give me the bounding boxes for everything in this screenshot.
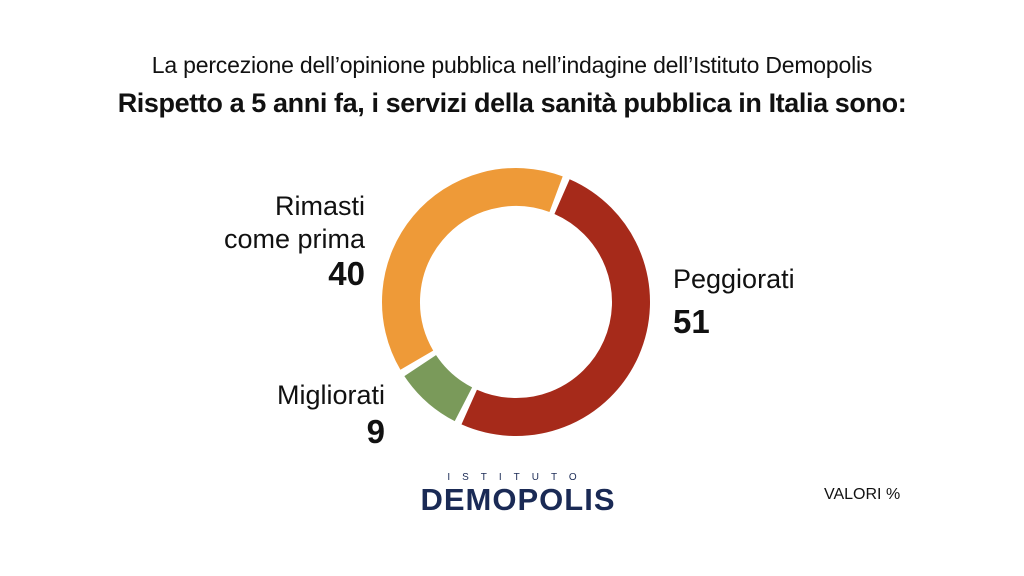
chart-subtitle: La percezione dell’opinione pubblica nel… <box>151 52 873 78</box>
donut-slice-rimasti-come-prima <box>382 168 563 370</box>
chart-title: Rispetto a 5 anni fa, i servizi della sa… <box>117 88 907 118</box>
footnote-values: VALORI % <box>824 486 901 503</box>
label-migliorati: Migliorati <box>276 380 385 410</box>
donut-slice-migliorati <box>404 354 473 422</box>
value-migliorati: 9 <box>366 413 385 450</box>
label-peggiorati: Peggiorati <box>673 264 795 294</box>
logo-top-text: ISTITUTO <box>447 472 589 483</box>
label-rimasti-line1: Rimasti <box>274 191 365 221</box>
label-rimasti-line2: come prima <box>223 224 365 254</box>
demopolis-logo: ISTITUTO DEMOPOLIS <box>398 472 638 520</box>
value-peggiorati: 51 <box>673 303 710 340</box>
donut-slice-peggiorati <box>461 179 650 436</box>
value-rimasti: 40 <box>328 255 365 292</box>
logo-main-text: DEMOPOLIS <box>420 482 616 517</box>
